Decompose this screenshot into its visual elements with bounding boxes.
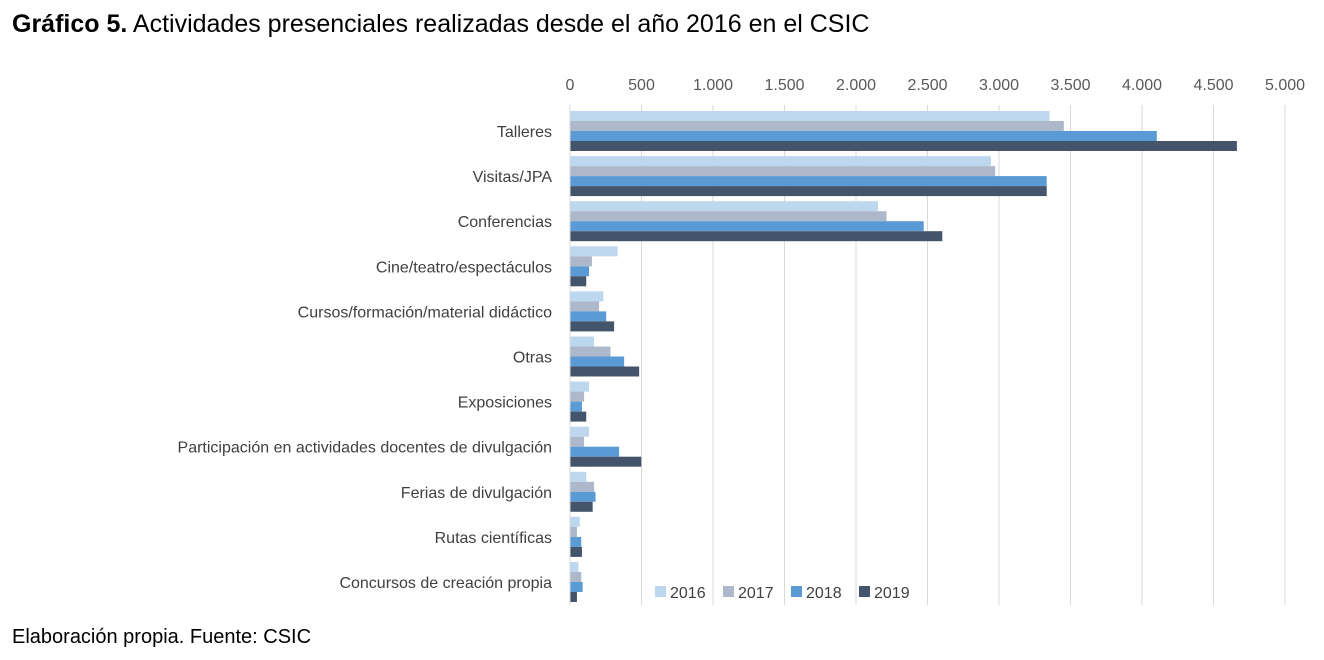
bar-2018 <box>570 491 596 502</box>
bar-2016 <box>570 201 878 212</box>
x-tick-label: 1.000 <box>693 77 733 94</box>
bar-2016 <box>570 381 590 392</box>
x-tick-label: 2.000 <box>836 77 876 94</box>
bar-2019 <box>570 366 640 377</box>
bar-2019 <box>570 321 615 332</box>
category-label: Participación en actividades docentes de… <box>178 440 552 457</box>
bar-2018 <box>570 221 924 232</box>
bar-2017 <box>570 301 600 312</box>
legend-swatch-2016 <box>655 586 666 597</box>
legend-label-2017: 2017 <box>738 585 774 602</box>
legend-swatch-2017 <box>723 586 734 597</box>
bar-2019 <box>570 141 1237 151</box>
bar-2016 <box>570 336 595 347</box>
bar-2017 <box>570 256 592 267</box>
chart-title: Gráfico 5. Actividades presenciales real… <box>12 10 869 39</box>
source-note: Elaboración propia. Fuente: CSIC <box>12 626 312 648</box>
category-label: Ferias de divulgación <box>401 485 552 502</box>
x-tick-label: 2.500 <box>907 77 947 94</box>
category-label: Concursos de creación propia <box>339 575 552 592</box>
x-tick-label: 4.500 <box>1193 77 1233 94</box>
bar-2018 <box>570 356 625 367</box>
x-tick-label: 3.500 <box>1050 77 1090 94</box>
bar-2016 <box>570 246 618 257</box>
bar-2016 <box>570 111 1050 121</box>
x-tick-label: 0 <box>566 77 575 94</box>
bar-2019 <box>570 546 582 557</box>
bar-2018 <box>570 311 607 322</box>
legend-swatch-2018 <box>791 586 802 597</box>
bar-2018 <box>570 266 590 277</box>
x-tick-label: 5.000 <box>1265 77 1305 94</box>
bar-2019 <box>570 592 577 602</box>
bar-2019 <box>570 411 587 422</box>
bar-2018 <box>570 176 1047 187</box>
bar-2016 <box>570 471 587 482</box>
x-tick-label: 3.000 <box>979 77 1019 94</box>
bar-2018 <box>570 582 583 592</box>
bar-2018 <box>570 446 620 457</box>
bar-2017 <box>570 391 585 402</box>
category-label: Rutas científicas <box>435 530 552 547</box>
bar-2019 <box>570 501 593 512</box>
bar-2018 <box>570 401 582 412</box>
bar-2017 <box>570 346 611 357</box>
chart-title-number: Gráfico 5. <box>12 10 128 38</box>
bar-2019 <box>570 276 587 287</box>
category-label: Exposiciones <box>458 395 552 412</box>
bar-2017 <box>570 121 1064 131</box>
category-label: Conferencias <box>458 214 552 231</box>
bar-2016 <box>570 156 991 167</box>
legend-label-2016: 2016 <box>670 585 706 602</box>
category-label: Cine/teatro/espectáculos <box>376 259 552 276</box>
legend-swatch-2019 <box>859 586 870 597</box>
bar-2017 <box>570 166 996 177</box>
bar-chart: 0 500 1.000 1.500 2.000 2.500 3.000 3.500 4.000 4… <box>178 77 1305 605</box>
bar-2016 <box>570 426 590 437</box>
bar-2018 <box>570 131 1157 141</box>
bar-2017 <box>570 436 585 447</box>
bar-2016 <box>570 516 580 527</box>
category-label: Visitas/JPA <box>473 169 553 186</box>
legend-label-2018: 2018 <box>806 585 842 602</box>
bar-2017 <box>570 526 577 537</box>
chart-title-text: Actividades presenciales realizadas desd… <box>127 10 870 38</box>
x-tick-label: 1.500 <box>764 77 804 94</box>
category-label: Otras <box>513 350 552 367</box>
legend-label-2019: 2019 <box>874 585 910 602</box>
bar-2016 <box>570 562 579 572</box>
category-label: Cursos/formación/material didáctico <box>298 304 552 321</box>
bar-2019 <box>570 231 943 242</box>
bar-2017 <box>570 211 887 222</box>
x-tick-label: 4.000 <box>1122 77 1162 94</box>
bar-2019 <box>570 186 1047 197</box>
bar-2017 <box>570 481 595 492</box>
bar-2017 <box>570 572 582 582</box>
category-label: Talleres <box>497 124 552 141</box>
x-tick-label: 500 <box>628 77 655 94</box>
bar-2019 <box>570 456 642 467</box>
bar-2016 <box>570 291 604 302</box>
bar-2018 <box>570 536 582 547</box>
